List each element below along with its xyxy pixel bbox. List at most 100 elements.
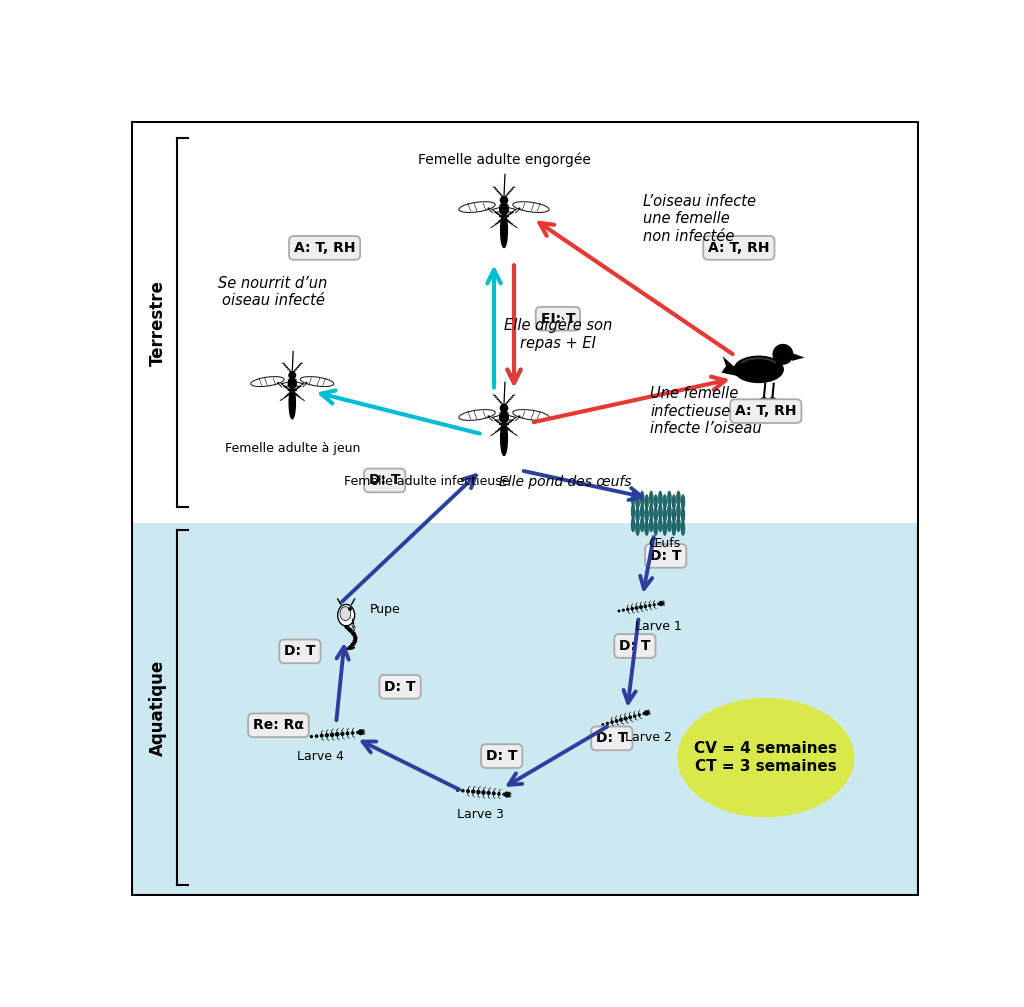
Ellipse shape — [677, 505, 680, 519]
Text: Larve 4: Larve 4 — [297, 750, 344, 763]
Ellipse shape — [631, 491, 635, 506]
Text: D: T: D: T — [369, 473, 400, 487]
Circle shape — [500, 404, 508, 413]
Text: D: T: D: T — [384, 680, 416, 694]
Text: Elle pond des œufs: Elle pond des œufs — [500, 475, 632, 489]
Ellipse shape — [640, 518, 644, 532]
Ellipse shape — [658, 518, 663, 532]
Ellipse shape — [653, 521, 657, 536]
Ellipse shape — [501, 421, 507, 455]
Ellipse shape — [350, 646, 355, 650]
Circle shape — [314, 734, 318, 738]
Circle shape — [610, 720, 613, 724]
Circle shape — [356, 731, 359, 734]
Text: Se nourrit d’un
oiseau infecté: Se nourrit d’un oiseau infecté — [218, 276, 328, 308]
Circle shape — [305, 382, 307, 384]
Ellipse shape — [649, 491, 653, 506]
Ellipse shape — [668, 491, 672, 506]
Circle shape — [486, 790, 490, 796]
Text: Aquatique: Aquatique — [148, 660, 167, 755]
Circle shape — [340, 732, 344, 736]
Ellipse shape — [500, 203, 508, 214]
Circle shape — [657, 602, 660, 605]
Ellipse shape — [500, 411, 508, 423]
Circle shape — [289, 372, 296, 380]
Ellipse shape — [658, 505, 663, 519]
Circle shape — [309, 735, 313, 738]
Text: L’oiseau infecte
une femelle
non infectée: L’oiseau infecte une femelle non infecté… — [643, 193, 756, 244]
Ellipse shape — [513, 410, 549, 420]
Ellipse shape — [631, 518, 635, 532]
Ellipse shape — [340, 606, 351, 620]
Ellipse shape — [640, 505, 644, 519]
Circle shape — [614, 719, 618, 723]
Circle shape — [503, 793, 506, 796]
Circle shape — [497, 793, 501, 796]
Circle shape — [466, 789, 470, 794]
Ellipse shape — [658, 491, 663, 506]
Circle shape — [644, 710, 649, 716]
Text: Larve 1: Larve 1 — [635, 619, 681, 632]
Circle shape — [471, 789, 475, 794]
Ellipse shape — [672, 508, 676, 523]
Circle shape — [461, 788, 465, 793]
Ellipse shape — [459, 201, 496, 212]
Ellipse shape — [663, 521, 667, 536]
Circle shape — [481, 790, 485, 795]
Ellipse shape — [677, 518, 680, 532]
Text: Femelle adulte à jeun: Femelle adulte à jeun — [224, 442, 360, 455]
Circle shape — [639, 605, 643, 609]
Circle shape — [325, 733, 329, 737]
Ellipse shape — [289, 378, 296, 389]
Text: Terrestre: Terrestre — [148, 280, 167, 366]
Ellipse shape — [668, 505, 672, 519]
Circle shape — [617, 609, 621, 612]
Text: D: T: D: T — [285, 644, 315, 659]
Ellipse shape — [672, 494, 676, 510]
Circle shape — [618, 718, 624, 722]
Text: Pupe: Pupe — [370, 602, 400, 615]
Circle shape — [648, 604, 651, 607]
Ellipse shape — [645, 494, 648, 510]
Circle shape — [476, 789, 480, 795]
Ellipse shape — [681, 494, 685, 510]
Circle shape — [487, 415, 489, 418]
Text: Elle digère son
repas + EI: Elle digère son repas + EI — [504, 317, 612, 350]
Circle shape — [319, 734, 324, 738]
Ellipse shape — [645, 521, 648, 536]
Circle shape — [606, 722, 609, 725]
Circle shape — [500, 196, 508, 204]
Ellipse shape — [300, 377, 334, 387]
Circle shape — [492, 792, 496, 796]
Circle shape — [635, 606, 639, 610]
Ellipse shape — [672, 521, 676, 536]
Text: Femelle adulte engorgée: Femelle adulte engorgée — [418, 152, 591, 167]
Circle shape — [622, 608, 625, 612]
Circle shape — [330, 732, 334, 737]
Ellipse shape — [663, 494, 667, 510]
Ellipse shape — [645, 508, 648, 523]
Circle shape — [772, 343, 794, 365]
Circle shape — [629, 715, 632, 719]
Ellipse shape — [681, 521, 685, 536]
Circle shape — [643, 604, 647, 608]
Text: D: T: D: T — [486, 749, 517, 763]
Ellipse shape — [663, 508, 667, 523]
Text: A: T, RH: A: T, RH — [294, 241, 355, 255]
Ellipse shape — [653, 494, 657, 510]
Text: Re: Rα: Re: Rα — [253, 718, 304, 732]
Circle shape — [335, 732, 340, 736]
Circle shape — [351, 731, 354, 735]
Ellipse shape — [649, 505, 653, 519]
Circle shape — [357, 729, 364, 735]
Circle shape — [456, 788, 460, 792]
Text: A: T, RH: A: T, RH — [735, 404, 797, 418]
Circle shape — [504, 792, 510, 798]
Circle shape — [633, 714, 637, 718]
Text: CV = 4 semaines
CT = 3 semaines: CV = 4 semaines CT = 3 semaines — [694, 741, 838, 773]
Circle shape — [487, 207, 489, 209]
Ellipse shape — [677, 491, 680, 506]
Text: Femelle adulte infectieuse: Femelle adulte infectieuse — [344, 475, 510, 488]
Circle shape — [345, 731, 349, 735]
Text: Larve 3: Larve 3 — [458, 808, 505, 821]
